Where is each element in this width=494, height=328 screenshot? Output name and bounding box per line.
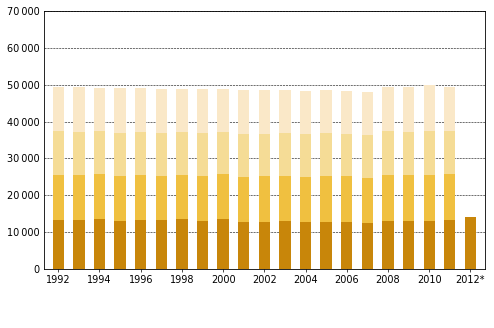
Bar bbox=[382, 87, 394, 132]
Bar bbox=[73, 219, 84, 269]
Bar bbox=[94, 219, 105, 269]
Bar bbox=[382, 175, 394, 221]
Bar bbox=[217, 174, 229, 219]
Bar bbox=[197, 221, 208, 269]
Bar bbox=[238, 177, 249, 222]
Bar bbox=[197, 176, 208, 221]
Bar bbox=[176, 132, 188, 174]
Bar bbox=[423, 131, 435, 175]
Bar bbox=[362, 177, 373, 223]
Bar bbox=[259, 90, 270, 134]
Bar bbox=[94, 132, 105, 174]
Bar bbox=[279, 90, 290, 133]
Bar bbox=[53, 220, 64, 269]
Bar bbox=[362, 92, 373, 135]
Bar bbox=[341, 176, 352, 222]
Bar bbox=[321, 133, 332, 176]
Bar bbox=[259, 176, 270, 222]
Bar bbox=[217, 132, 229, 174]
Bar bbox=[217, 219, 229, 269]
Bar bbox=[73, 132, 84, 174]
Bar bbox=[53, 175, 64, 220]
Bar bbox=[279, 221, 290, 269]
Bar bbox=[382, 221, 394, 269]
Bar bbox=[115, 133, 126, 176]
Bar bbox=[197, 133, 208, 176]
Bar bbox=[444, 174, 455, 220]
Bar bbox=[444, 131, 455, 174]
Bar bbox=[197, 90, 208, 133]
Bar bbox=[403, 132, 414, 175]
Bar bbox=[382, 132, 394, 175]
Bar bbox=[156, 220, 167, 269]
Bar bbox=[279, 133, 290, 176]
Bar bbox=[423, 221, 435, 269]
Bar bbox=[135, 88, 146, 132]
Bar bbox=[115, 221, 126, 269]
Bar bbox=[444, 220, 455, 269]
Bar bbox=[300, 222, 311, 269]
Bar bbox=[300, 91, 311, 134]
Bar bbox=[238, 134, 249, 177]
Bar bbox=[94, 88, 105, 132]
Bar bbox=[53, 132, 64, 175]
Bar bbox=[238, 90, 249, 134]
Bar bbox=[156, 133, 167, 176]
Bar bbox=[135, 175, 146, 219]
Bar bbox=[465, 217, 476, 269]
Bar bbox=[115, 88, 126, 133]
Bar bbox=[279, 176, 290, 221]
Bar bbox=[341, 222, 352, 269]
Bar bbox=[423, 175, 435, 221]
Bar bbox=[403, 221, 414, 269]
Bar bbox=[135, 219, 146, 269]
Bar bbox=[300, 177, 311, 222]
Bar bbox=[176, 174, 188, 219]
Bar bbox=[321, 222, 332, 269]
Bar bbox=[156, 90, 167, 133]
Bar bbox=[259, 134, 270, 176]
Bar bbox=[94, 174, 105, 219]
Bar bbox=[362, 135, 373, 177]
Bar bbox=[341, 134, 352, 176]
Bar bbox=[115, 176, 126, 221]
Bar bbox=[238, 222, 249, 269]
Bar bbox=[321, 176, 332, 222]
Bar bbox=[423, 85, 435, 131]
Bar bbox=[300, 134, 311, 177]
Bar bbox=[362, 223, 373, 269]
Bar bbox=[135, 132, 146, 175]
Bar bbox=[321, 90, 332, 133]
Bar bbox=[73, 174, 84, 219]
Bar bbox=[73, 87, 84, 132]
Bar bbox=[341, 91, 352, 134]
Bar bbox=[403, 87, 414, 132]
Bar bbox=[176, 89, 188, 132]
Bar bbox=[444, 87, 455, 131]
Bar bbox=[176, 219, 188, 269]
Bar bbox=[403, 175, 414, 221]
Bar bbox=[259, 222, 270, 269]
Bar bbox=[156, 176, 167, 220]
Bar bbox=[217, 89, 229, 132]
Bar bbox=[53, 87, 64, 132]
